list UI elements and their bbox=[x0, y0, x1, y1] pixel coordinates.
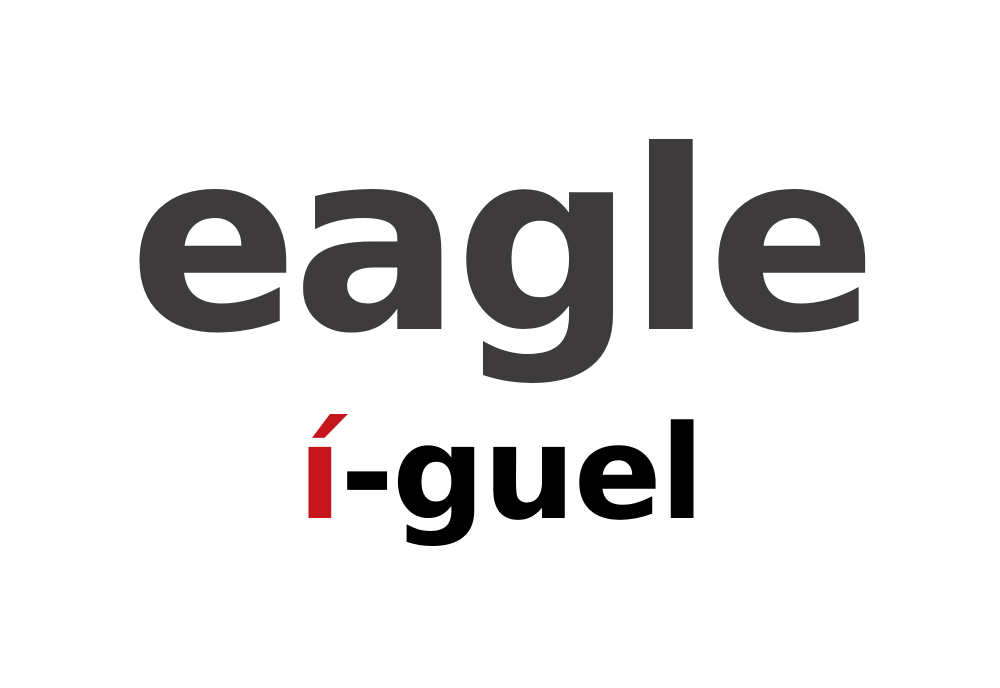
pronunciation-line: í-guel bbox=[0, 408, 1000, 538]
main-word: eagle bbox=[128, 97, 877, 388]
pronunciation-stressed-syllable: í bbox=[297, 397, 343, 549]
pronunciation-rest: -guel bbox=[340, 397, 704, 549]
